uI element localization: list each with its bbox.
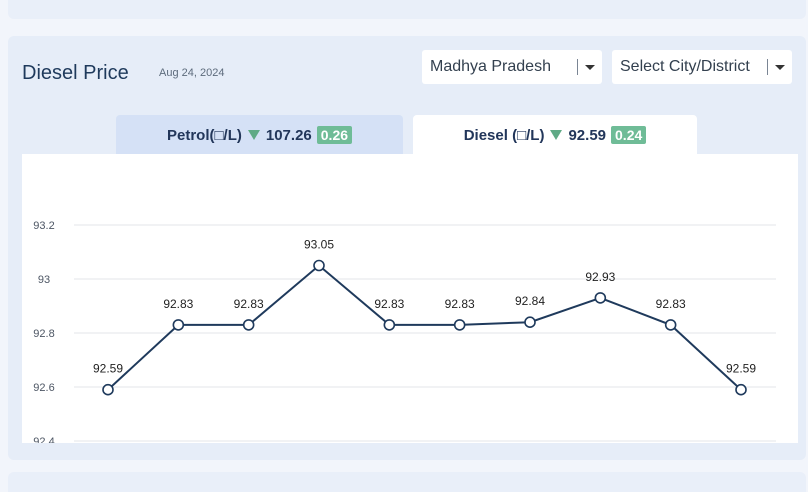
y-tick-label: 92.4 [33,436,54,443]
y-tick-label: 93 [38,274,50,286]
down-triangle-icon [550,130,563,140]
data-label: 92.59 [726,362,756,376]
data-label: 92.59 [93,362,123,376]
city-select-value: Select City/District [620,58,750,75]
y-tick-label: 92.8 [33,328,54,340]
data-label: 92.93 [585,270,615,284]
chevron-down-icon[interactable] [775,65,785,70]
data-label: 92.83 [656,297,686,311]
data-point [383,319,396,331]
data-point [453,319,466,331]
data-point [313,259,325,272]
city-select[interactable]: Select City/District [612,50,792,84]
data-label: 92.84 [515,294,545,308]
tab-petrol[interactable]: Petrol(□/L) 107.26 0.26 [116,115,403,155]
tab-petrol-change-badge: 0.26 [316,126,353,144]
tab-petrol-price: 107.26 [265,126,312,144]
state-select[interactable]: Madhya Pradesh [422,50,602,84]
state-select-value: Madhya Pradesh [430,58,551,75]
diesel-price-card: Diesel Price Aug 24, 2024 Madhya Pradesh… [8,36,806,460]
price-series-line [107,264,742,391]
data-point [102,383,114,396]
data-label: 92.83 [163,297,193,311]
down-triangle-icon [247,130,260,140]
previous-card [8,0,806,19]
data-label: 92.83 [445,297,475,311]
select-separator [577,59,578,75]
data-point [594,292,607,304]
data-point [242,319,255,331]
tab-diesel-label: Diesel (□/L) [463,126,545,144]
data-label: 92.83 [234,297,264,311]
price-date: Aug 24, 2024 [159,67,225,79]
data-label: 92.83 [374,297,404,311]
data-point [664,319,677,331]
tab-diesel-price: 92.59 [568,126,607,144]
data-point [735,383,747,396]
next-card [8,472,806,492]
chevron-down-icon[interactable] [585,65,595,70]
tab-diesel-change-badge: 0.24 [611,126,647,144]
tab-petrol-label: Petrol(□/L) [166,126,242,144]
select-separator [767,59,768,75]
tab-diesel[interactable]: Diesel (□/L) 92.59 0.24 [413,115,697,155]
y-tick-label: 93.2 [33,220,54,232]
page-title: Diesel Price [22,62,129,84]
data-point [172,319,185,331]
data-point [524,316,536,328]
y-tick-label: 92.6 [33,382,54,394]
data-label: 93.05 [304,238,334,252]
